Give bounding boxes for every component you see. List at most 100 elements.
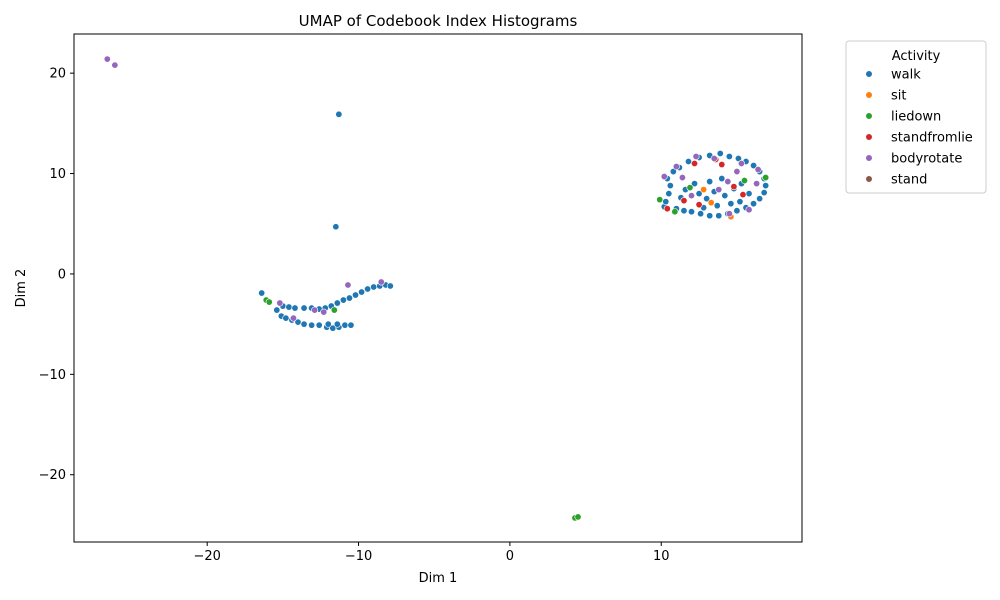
point-walk: [718, 175, 726, 183]
point-walk: [339, 296, 347, 304]
point-liedown: [330, 306, 338, 314]
legend-label-standfromlie: standfromlie: [891, 131, 973, 146]
chart-title: UMAP of Codebook Index Histograms: [299, 12, 578, 30]
point-walk: [300, 304, 308, 312]
point-liedown: [686, 184, 694, 192]
point-walk: [680, 207, 688, 215]
x-tick-label: −20: [193, 549, 220, 564]
point-standfromlie: [730, 183, 738, 191]
point-walk: [721, 192, 729, 200]
point-bodyrotate: [745, 206, 753, 214]
point-bodyrotate: [724, 178, 732, 186]
x-tick-label: 0: [506, 549, 514, 564]
point-bodyrotate: [710, 154, 718, 162]
point-walk: [273, 306, 281, 314]
point-walk: [669, 168, 677, 176]
point-walk: [760, 189, 768, 197]
point-walk: [308, 321, 316, 329]
point-bodyrotate: [276, 299, 284, 307]
legend-label-walk: walk: [891, 68, 921, 83]
legend-marker-bodyrotate: [865, 154, 873, 162]
plot-frame: [73, 33, 803, 543]
point-walk: [727, 200, 735, 208]
point-bodyrotate: [725, 210, 733, 218]
legend-marker-liedown: [865, 112, 873, 120]
point-standfromlie: [663, 205, 671, 213]
point-bodyrotate: [672, 163, 680, 171]
point-walk: [285, 303, 293, 311]
point-walk: [703, 195, 711, 203]
point-walk: [750, 200, 758, 208]
point-walk: [347, 321, 355, 329]
point-walk: [706, 212, 714, 220]
points-layer: [103, 55, 770, 522]
point-walk: [291, 304, 299, 312]
legend-marker-sit: [865, 91, 873, 99]
point-bodyrotate: [660, 173, 668, 181]
point-bodyrotate: [344, 281, 352, 289]
point-liedown: [671, 208, 679, 216]
point-walk: [358, 288, 366, 296]
point-walk: [695, 190, 703, 198]
point-bodyrotate: [103, 55, 111, 63]
point-standfromlie: [739, 191, 747, 199]
legend-marker-standfromlie: [865, 133, 873, 141]
point-bodyrotate: [754, 166, 762, 174]
point-sit: [707, 199, 715, 207]
point-bodyrotate: [311, 306, 319, 314]
y-tick-label: 20: [49, 67, 66, 82]
point-walk: [300, 320, 308, 328]
point-liedown: [265, 298, 273, 306]
point-walk: [324, 320, 332, 328]
x-axis-label: Dim 1: [419, 571, 458, 586]
point-walk: [364, 285, 372, 293]
point-walk: [665, 190, 673, 198]
y-tick-label: −20: [39, 468, 66, 483]
point-walk: [370, 283, 378, 291]
point-walk: [282, 314, 290, 322]
point-walk: [352, 291, 360, 299]
y-axis: −20 −10 0 10 20: [39, 67, 74, 483]
point-walk: [745, 190, 753, 198]
point-walk: [688, 208, 696, 216]
legend-marker-stand: [865, 175, 873, 183]
point-liedown: [574, 513, 582, 521]
point-standfromlie: [691, 160, 699, 168]
point-walk: [345, 294, 353, 302]
point-walk: [716, 149, 724, 157]
point-bodyrotate: [111, 61, 119, 69]
point-bodyrotate: [688, 192, 696, 200]
point-standfromlie: [680, 197, 688, 205]
legend-label-liedown: liedown: [891, 110, 941, 125]
point-walk: [333, 299, 341, 307]
point-sit: [700, 186, 708, 194]
point-walk: [386, 282, 394, 290]
point-bodyrotate: [377, 278, 385, 286]
point-walk: [684, 158, 692, 166]
legend: Activity walk sit liedown standfromlie bodyr…: [845, 40, 987, 194]
point-walk: [315, 321, 323, 329]
point-walk: [733, 207, 741, 215]
x-axis: −20 −10 0 10: [193, 542, 670, 564]
point-bodyrotate: [753, 180, 761, 188]
point-walk: [333, 320, 341, 328]
legend-label-sit: sit: [891, 89, 906, 104]
y-tick-label: 0: [58, 267, 66, 282]
legend-box: [845, 40, 987, 194]
y-tick-label: 10: [49, 167, 66, 182]
point-walk: [706, 178, 714, 186]
point-walk: [335, 110, 343, 118]
point-bodyrotate: [678, 174, 686, 182]
point-walk: [725, 152, 733, 160]
x-tick-label: 10: [653, 549, 670, 564]
legend-title: Activity: [892, 49, 941, 64]
legend-marker-walk: [865, 70, 873, 78]
point-walk: [691, 180, 699, 188]
point-walk: [756, 195, 764, 203]
point-walk: [666, 182, 674, 190]
point-walk: [258, 289, 266, 297]
point-walk: [341, 321, 349, 329]
point-bodyrotate: [715, 186, 723, 194]
point-walk: [736, 198, 744, 206]
